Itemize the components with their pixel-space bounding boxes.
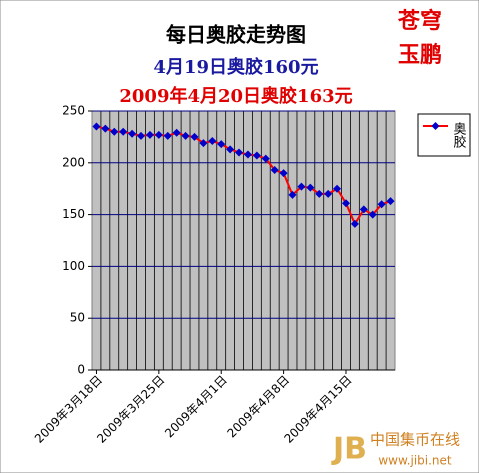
marker [359,205,368,214]
subtitle: 4月19日奥胶160元 [153,56,318,78]
legend-marker [431,122,440,130]
marker [110,127,119,136]
marker [386,197,395,206]
marker [163,131,172,140]
marker [199,139,208,148]
y-tick-label: 0 [77,363,85,377]
marker [270,166,279,175]
y-tick-label: 100 [62,259,85,273]
marker [315,189,324,198]
marker [128,129,137,138]
marker [350,219,359,228]
y-tick-label: 250 [62,104,85,118]
marker [208,137,217,146]
marker [217,140,226,149]
marker [306,183,315,192]
marker [279,169,288,178]
line [96,125,391,227]
marker [252,151,261,160]
marker [101,124,110,133]
marker [368,210,377,219]
marker [261,154,270,163]
marker [181,131,190,140]
y-tick-label: 200 [62,155,85,169]
legend-box [417,113,471,157]
watermark: 玉鹏 [398,42,442,68]
marker [243,150,252,159]
marker [145,130,154,139]
marker [288,190,297,199]
marker [190,132,199,141]
logo-url: www.jibi.net [378,454,452,468]
y-tick-label: 150 [62,207,85,221]
marker [235,148,244,157]
marker [297,182,306,191]
marker [154,130,163,139]
logo-icon: JB [331,432,367,467]
logo-text: 中国集币在线 [370,431,460,449]
y-tick-label: 50 [70,311,85,325]
watermark: 苍穹 [397,8,442,34]
marker [226,145,235,154]
subtitle: 2009年4月20日奥胶163元 [119,85,352,107]
marker [377,200,386,209]
marker [172,128,181,137]
marker [341,199,350,208]
marker [324,189,333,198]
chart-title: 每日奥胶走势图 [166,23,306,47]
marker [333,184,342,193]
marker [137,131,146,140]
marker [92,122,101,131]
marker [119,127,128,136]
legend-label: 奥胶 [451,122,467,149]
